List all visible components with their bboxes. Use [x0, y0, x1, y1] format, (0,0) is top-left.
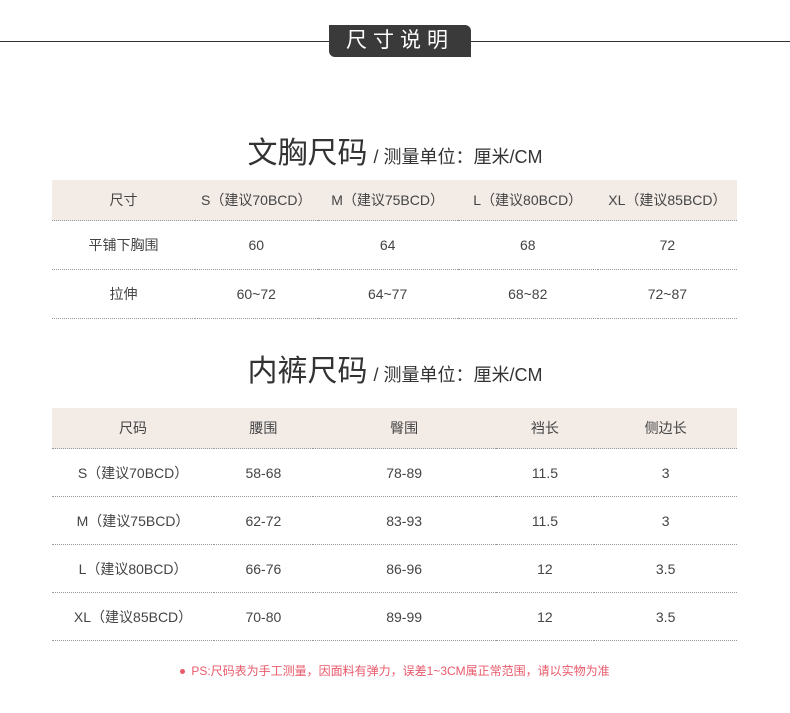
column-header: M（建议75BCD） [317, 180, 458, 221]
table-cell: 68 [457, 220, 598, 270]
table-cell: 11.5 [495, 496, 595, 545]
table-cell: S（建议70BCD） [52, 448, 215, 497]
table-cell: 62-72 [214, 496, 313, 545]
table-cell: 72 [597, 220, 737, 270]
table-cell: 83-93 [312, 496, 496, 545]
table-cell: 86-96 [312, 544, 496, 593]
column-header: 尺码 [52, 408, 215, 449]
column-header: 裆长 [495, 408, 595, 449]
table-cell: 3.5 [594, 544, 737, 593]
table-cell: 3.5 [594, 592, 737, 641]
table-cell: 60 [195, 220, 318, 270]
table-row: S（建议70BCD） 58-68 78-89 11.5 3 [52, 448, 737, 497]
table-cell: 89-99 [312, 592, 496, 641]
column-header: XL（建议85BCD） [597, 180, 737, 221]
column-header: 侧边长 [594, 408, 737, 449]
table-cell: 60~72 [195, 269, 318, 319]
table-cell: 64~77 [317, 269, 458, 319]
table-cell: L（建议80BCD） [52, 544, 215, 593]
table-cell: 70-80 [214, 592, 313, 641]
column-header: 尺寸 [52, 180, 195, 221]
table-row: L（建议80BCD） 66-76 86-96 12 3.5 [52, 544, 737, 593]
table-row: M（建议75BCD） 62-72 83-93 11.5 3 [52, 496, 737, 545]
column-header: S（建议70BCD） [195, 180, 318, 221]
panty-size-table: 尺码 腰围 臀围 裆长 侧边长 S（建议70BCD） 58-68 78-89 11.5 3 M（建议… [52, 408, 737, 641]
table-cell: XL（建议85BCD） [52, 592, 215, 641]
table-cell: 66-76 [214, 544, 313, 593]
note: PS:尺码表为手工测量，因面料有弹力，误差1~3CM属正常范围，请以实物为准 [0, 662, 790, 679]
table-cell: 3 [594, 496, 737, 545]
column-header: L（建议80BCD） [457, 180, 598, 221]
table-row: 平铺下胸围 60 64 68 72 [52, 220, 737, 270]
bra-title-text: 文胸尺码 [247, 137, 368, 170]
column-header: 腰围 [214, 408, 313, 449]
table-cell: 拉伸 [52, 269, 195, 319]
bullet-icon [180, 669, 186, 675]
bra-unit: / 测量单位：厘米/CM [373, 147, 543, 167]
panty-unit: / 测量单位：厘米/CM [373, 365, 543, 385]
panty-title-text: 内裤尺码 [247, 355, 368, 388]
table-cell: 11.5 [495, 448, 595, 497]
table-cell: M（建议75BCD） [52, 496, 215, 545]
bra-size-table: 尺寸 S（建议70BCD） M（建议75BCD） L（建议80BCD） XL（建议85B… [52, 180, 737, 319]
section-badge: 尺寸说明 [329, 25, 471, 57]
column-header: 臀围 [312, 408, 496, 449]
panty-title: 内裤尺码 / 测量单位：厘米/CM [0, 346, 790, 390]
table-cell: 64 [317, 220, 458, 270]
table-cell: 3 [594, 448, 737, 497]
table-row: XL（建议85BCD） 70-80 89-99 12 3.5 [52, 592, 737, 641]
table-cell: 68~82 [457, 269, 598, 319]
table-cell: 78-89 [312, 448, 496, 497]
table-row: 拉伸 60~72 64~77 68~82 72~87 [52, 269, 737, 319]
table-cell: 72~87 [597, 269, 737, 319]
table-cell: 58-68 [214, 448, 313, 497]
table-cell: 平铺下胸围 [52, 220, 195, 270]
note-text: PS:尺码表为手工测量，因面料有弹力，误差1~3CM属正常范围，请以实物为准 [191, 664, 610, 678]
table-cell: 12 [495, 544, 595, 593]
bra-title: 文胸尺码 / 测量单位：厘米/CM [0, 128, 790, 172]
table-cell: 12 [495, 592, 595, 641]
